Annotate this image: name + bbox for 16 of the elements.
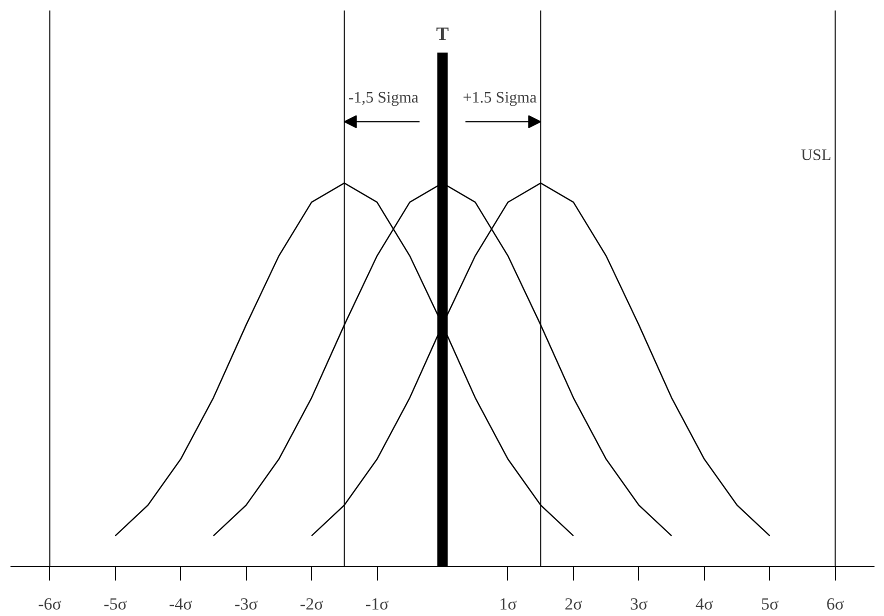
x-tick-label: 2σ bbox=[564, 594, 582, 614]
x-tick-label: -6σ bbox=[38, 594, 62, 614]
x-tick-label: -1σ bbox=[365, 594, 389, 614]
ref-line-label: -1,5 Sigma bbox=[348, 89, 419, 106]
x-tick-label: -5σ bbox=[104, 594, 127, 614]
x-tick-label: 3σ bbox=[630, 594, 648, 614]
x-tick-label: 1σ bbox=[499, 594, 517, 614]
x-tick-label: 5σ bbox=[760, 594, 779, 614]
x-tick-label: 6σ bbox=[826, 594, 844, 614]
x-tick-label: -2σ bbox=[300, 594, 324, 614]
ref-line-label: +1.5 Sigma bbox=[462, 89, 537, 106]
ref-line-label: USL bbox=[801, 146, 832, 164]
x-tick-label: -4σ bbox=[169, 594, 192, 614]
x-tick-label: -3σ bbox=[234, 594, 258, 614]
band-label: T bbox=[436, 24, 450, 46]
x-tick-label: 4σ bbox=[695, 594, 714, 614]
